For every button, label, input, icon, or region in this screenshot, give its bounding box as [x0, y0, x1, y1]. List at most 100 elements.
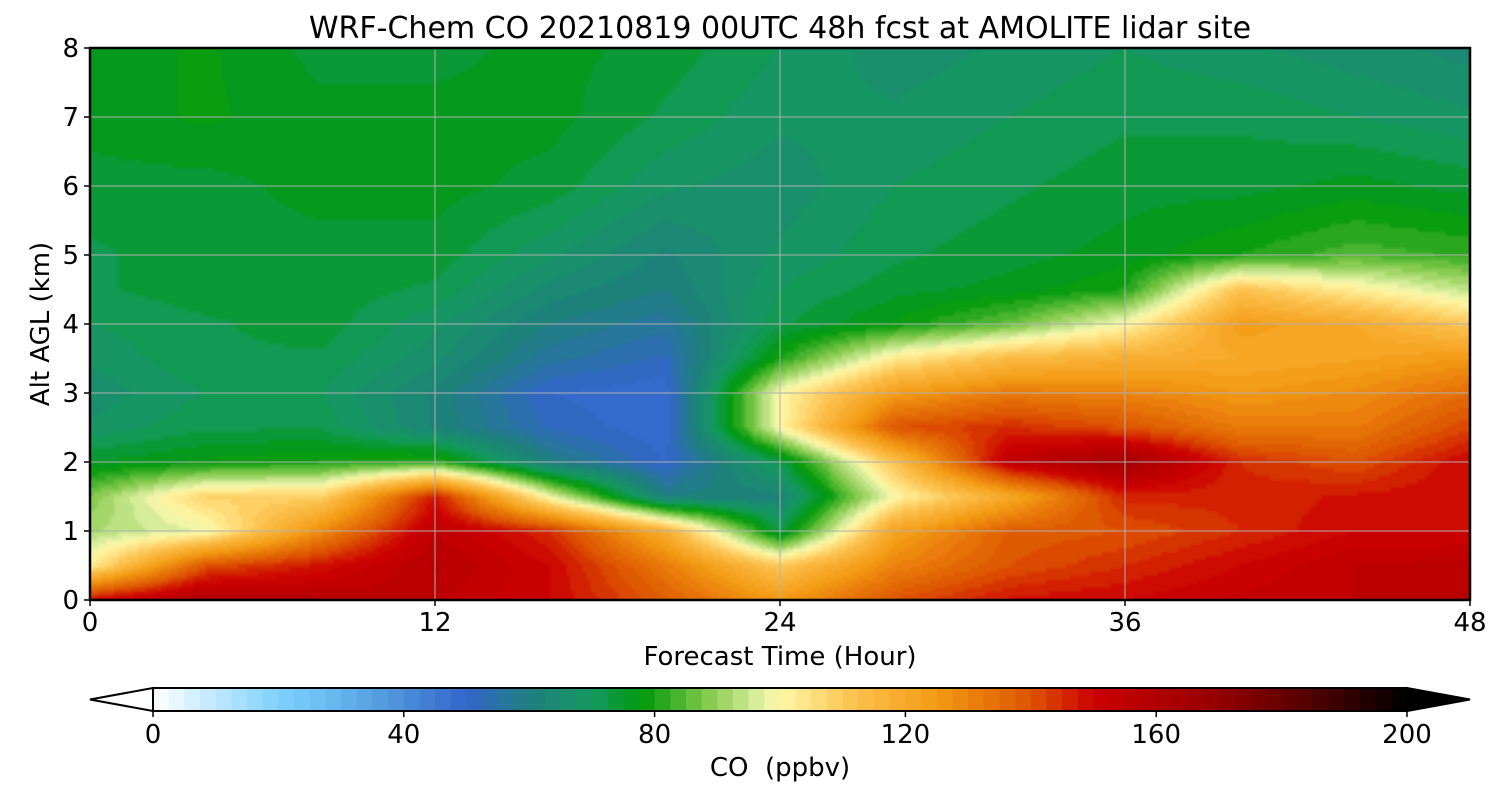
- colorbar-band: [607, 688, 624, 711]
- colorbar-tick-label: 80: [638, 720, 671, 750]
- colorbar-band: [262, 688, 279, 711]
- colorbar-band: [1109, 688, 1126, 711]
- colorbar-band: [294, 688, 311, 711]
- x-tick-label: 0: [82, 608, 99, 638]
- x-tick-label: 36: [1108, 608, 1141, 638]
- colorbar-band: [184, 688, 201, 711]
- colorbar-over-triangle: [1406, 686, 1471, 713]
- colorbar-band: [341, 688, 358, 711]
- colorbar-band: [1328, 688, 1345, 711]
- colorbar-band: [670, 688, 687, 711]
- colorbar-tick-label: 200: [1382, 720, 1432, 750]
- colorbar-band: [419, 688, 436, 711]
- colorbar-band: [1250, 688, 1267, 711]
- y-tick-label: 5: [62, 241, 79, 271]
- colorbar-band: [1140, 688, 1157, 711]
- colorbar-band: [1077, 688, 1095, 711]
- colorbar-tick-label: 160: [1131, 720, 1181, 750]
- colorbar-band: [403, 688, 421, 711]
- colorbar-band: [1344, 688, 1361, 711]
- colorbar-band: [309, 688, 327, 711]
- colorbar-band: [795, 688, 812, 711]
- colorbar-band: [1391, 688, 1408, 711]
- colorbar-band: [1156, 688, 1173, 711]
- colorbar-band: [999, 688, 1016, 711]
- x-axis-label: Forecast Time (Hour): [643, 642, 916, 672]
- colorbar-band: [1312, 688, 1330, 711]
- y-tick-label: 7: [62, 103, 79, 133]
- colorbar-band: [1297, 688, 1314, 711]
- colorbar-band: [560, 688, 577, 711]
- y-axis-ticks: 0 1 2 3 4 5 6 7 8: [62, 34, 90, 616]
- colorbar-band: [388, 688, 405, 711]
- colorbar-ticks: 0 40 80 120 160 200: [145, 711, 1432, 750]
- colorbar-band: [905, 688, 922, 711]
- colorbar-band: [513, 688, 530, 711]
- x-tick-label: 48: [1453, 608, 1486, 638]
- colorbar-band: [811, 688, 828, 711]
- colorbar-band: [1015, 688, 1032, 711]
- colorbar-band: [732, 688, 750, 711]
- colorbar-band: [1359, 688, 1377, 711]
- colorbar-band: [215, 688, 232, 711]
- colorbar-band: [591, 688, 609, 711]
- colorbar-band: [1046, 688, 1063, 711]
- y-tick-label: 3: [62, 379, 79, 409]
- colorbar-band: [623, 688, 640, 711]
- colorbar-band: [858, 688, 875, 711]
- colorbar-tick-label: 0: [145, 720, 162, 750]
- colorbar-band: [482, 688, 499, 711]
- colorbar-band: [200, 688, 217, 711]
- x-tick-label: 12: [418, 608, 451, 638]
- colorbar-band: [168, 688, 185, 711]
- colorbar-band: [780, 688, 797, 711]
- colorbar-band: [325, 688, 342, 711]
- colorbar-band: [1187, 688, 1204, 711]
- colorbar-band: [827, 688, 844, 711]
- colorbar-band: [153, 688, 170, 711]
- x-axis-ticks: 0 12 24 36 48: [82, 600, 1487, 638]
- y-tick-label: 2: [62, 448, 79, 478]
- colorbar-band: [717, 688, 734, 711]
- colorbar-band: [842, 688, 859, 711]
- colorbar-band: [1281, 688, 1298, 711]
- colorbar-band: [1093, 688, 1110, 711]
- colorbar-band: [968, 688, 985, 711]
- colorbar-frame: [152, 687, 1408, 712]
- colorbar-band: [936, 688, 954, 711]
- y-axis-label: Alt AGL (km): [26, 242, 56, 406]
- colorbar-band: [874, 688, 891, 711]
- x-tick-label: 24: [763, 608, 796, 638]
- colorbar-band: [654, 688, 671, 711]
- colorbar-band: [1030, 688, 1048, 711]
- colorbar-band: [356, 688, 374, 711]
- y-tick-label: 0: [62, 586, 79, 616]
- colorbar-band: [889, 688, 906, 711]
- plot-area: 0 12 24 36 48 0 12 3 4 5 6 7 8: [62, 34, 1486, 638]
- colorbar-under-triangle: [89, 686, 154, 713]
- y-tick-label: 8: [62, 34, 79, 64]
- y-tick-label: 4: [62, 310, 79, 340]
- colorbar-band: [529, 688, 546, 711]
- colorbar-band: [497, 688, 515, 711]
- colorbar-label: CO (ppbv): [710, 753, 850, 783]
- colorbar-tick-label: 40: [387, 720, 420, 750]
- y-tick-label: 6: [62, 172, 79, 202]
- colorbar-band: [921, 688, 938, 711]
- colorbar-band: [576, 688, 593, 711]
- chart-title: WRF-Chem CO 20210819 00UTC 48h fcst at A…: [309, 11, 1251, 46]
- colorbar-band: [748, 688, 765, 711]
- colorbar-band: [466, 688, 483, 711]
- colorbar-band: [435, 688, 452, 711]
- colorbar-band: [685, 688, 703, 711]
- colorbar-band: [372, 688, 389, 711]
- colorbar-band: [1375, 688, 1392, 711]
- colorbar-band: [231, 688, 248, 711]
- colorbar-band: [544, 688, 562, 711]
- colorbar-band: [701, 688, 718, 711]
- colorbar-band: [1124, 688, 1142, 711]
- colorbar-band: [1265, 688, 1283, 711]
- colorbar-band: [1171, 688, 1189, 711]
- colorbar-band: [983, 688, 1001, 711]
